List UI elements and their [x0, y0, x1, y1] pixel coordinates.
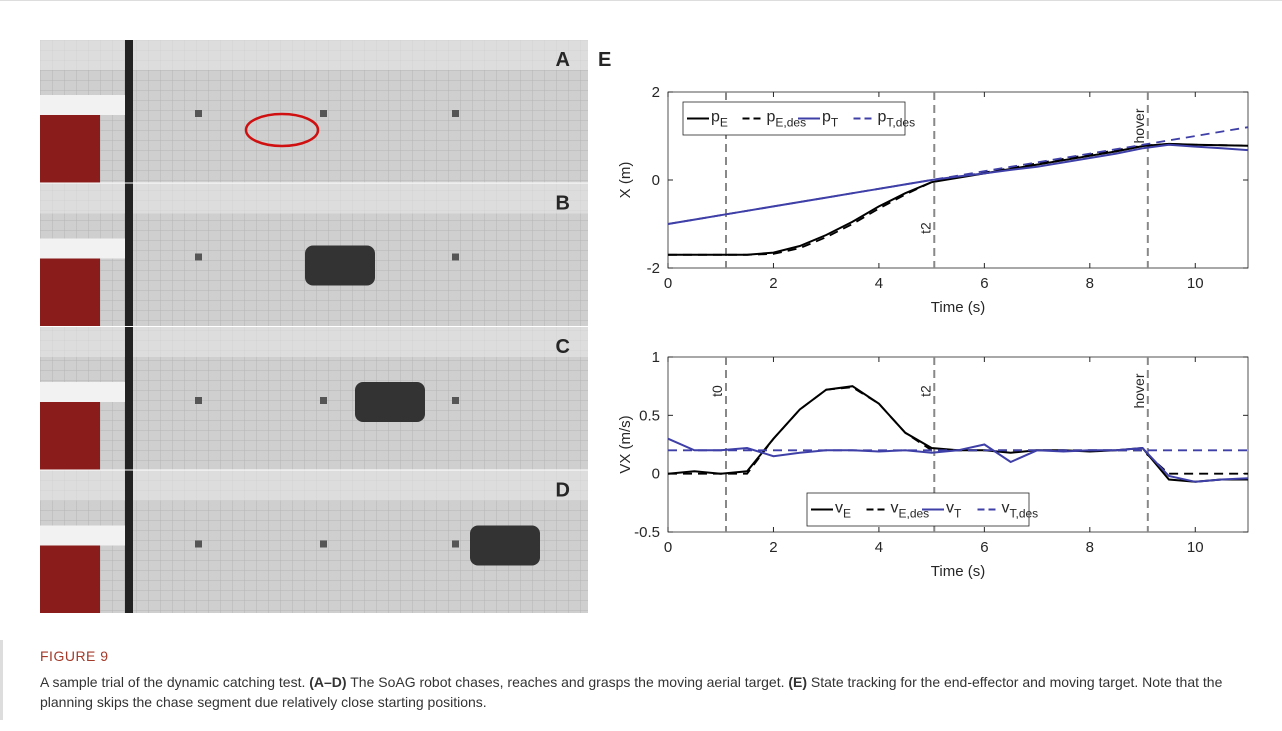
y-tick-label: 1	[652, 349, 660, 366]
y-tick-label: 0	[652, 172, 660, 189]
rule	[0, 640, 3, 720]
event-label: hover	[1131, 373, 1147, 408]
marker	[195, 397, 202, 404]
panel-label: D	[556, 480, 570, 502]
y-tick-label: -0.5	[634, 524, 660, 541]
x-tick-label: 8	[1086, 539, 1094, 556]
legend-label: pT	[822, 109, 839, 130]
shelf-top	[40, 95, 130, 115]
marker	[195, 253, 202, 261]
legend-label: vT	[946, 500, 962, 521]
figure-label: FIGURE 9	[40, 648, 109, 664]
panel-label: B	[556, 193, 570, 215]
marker	[320, 540, 327, 548]
pole	[125, 327, 133, 470]
x-tick-label: 6	[980, 539, 988, 556]
x-tick-label: 10	[1187, 275, 1204, 292]
event-label: t2	[917, 222, 933, 234]
x-axis-label: Time (s)	[931, 563, 985, 580]
legend-label: vE	[835, 500, 851, 521]
x-tick-label: 0	[664, 275, 672, 292]
caption-segment: (E)	[788, 674, 808, 690]
x-tick-label: 4	[875, 539, 883, 556]
legend-label: vT,des	[1002, 500, 1039, 521]
shelf-top	[40, 382, 130, 402]
rule	[0, 0, 1282, 1]
panel-label: A	[556, 49, 570, 71]
marker	[452, 110, 459, 117]
marker	[452, 540, 459, 548]
caption-segment: (A–D)	[309, 674, 347, 690]
legend-label: pE	[711, 109, 728, 130]
x-tick-label: 2	[769, 275, 777, 292]
y-tick-label: 2	[652, 84, 660, 101]
y-axis-label: VX (m/s)	[617, 415, 634, 473]
marker	[452, 253, 459, 261]
shelf-top	[40, 525, 130, 546]
x-tick-label: 8	[1086, 275, 1094, 292]
x-tick-label: 4	[875, 275, 883, 292]
legend-label: pT,des	[878, 109, 916, 130]
caption-segment: State tracking for the end-effector and …	[40, 674, 1223, 710]
drone	[305, 245, 375, 286]
legend-label: vE,des	[891, 500, 930, 521]
caption-segment: A sample trial of the dynamic catching t…	[40, 674, 310, 690]
marker	[452, 397, 459, 404]
photo-panels: A B C D	[40, 40, 588, 613]
highlight	[244, 112, 320, 148]
event-label: hover	[1131, 108, 1147, 143]
drone	[470, 525, 540, 566]
y-axis-label: X (m)	[617, 162, 634, 199]
y-tick-label: 0.5	[639, 407, 660, 424]
pole	[125, 40, 133, 183]
pole	[125, 183, 133, 326]
event-label: t2	[917, 385, 933, 397]
drone	[355, 382, 425, 422]
photo-shade	[40, 40, 588, 70]
marker	[195, 540, 202, 548]
caption-segment: The SoAG robot chases, reaches and grasp…	[346, 674, 789, 690]
marker	[195, 110, 202, 117]
x-tick-label: 10	[1187, 539, 1204, 556]
x-tick-label: 6	[980, 275, 988, 292]
x-tick-label: 0	[664, 539, 672, 556]
y-tick-label: -2	[647, 260, 660, 277]
photo-shade	[40, 183, 588, 214]
event-label: t0	[709, 385, 725, 397]
marker	[320, 110, 327, 117]
panel-label: E	[598, 49, 611, 71]
y-tick-label: 0	[652, 466, 660, 483]
panel-label: C	[556, 336, 570, 358]
photo-shade	[40, 470, 588, 501]
series-line	[667, 126, 1249, 225]
marker	[320, 397, 327, 404]
shelf-top	[40, 238, 130, 259]
x-axis-label: Time (s)	[931, 299, 985, 316]
photo-shade	[40, 327, 588, 357]
caption-text: A sample trial of the dynamic catching t…	[40, 672, 1240, 712]
x-tick-label: 2	[769, 539, 777, 556]
pole	[125, 470, 133, 613]
caption: FIGURE 9 A sample trial of the dynamic c…	[40, 646, 1240, 712]
